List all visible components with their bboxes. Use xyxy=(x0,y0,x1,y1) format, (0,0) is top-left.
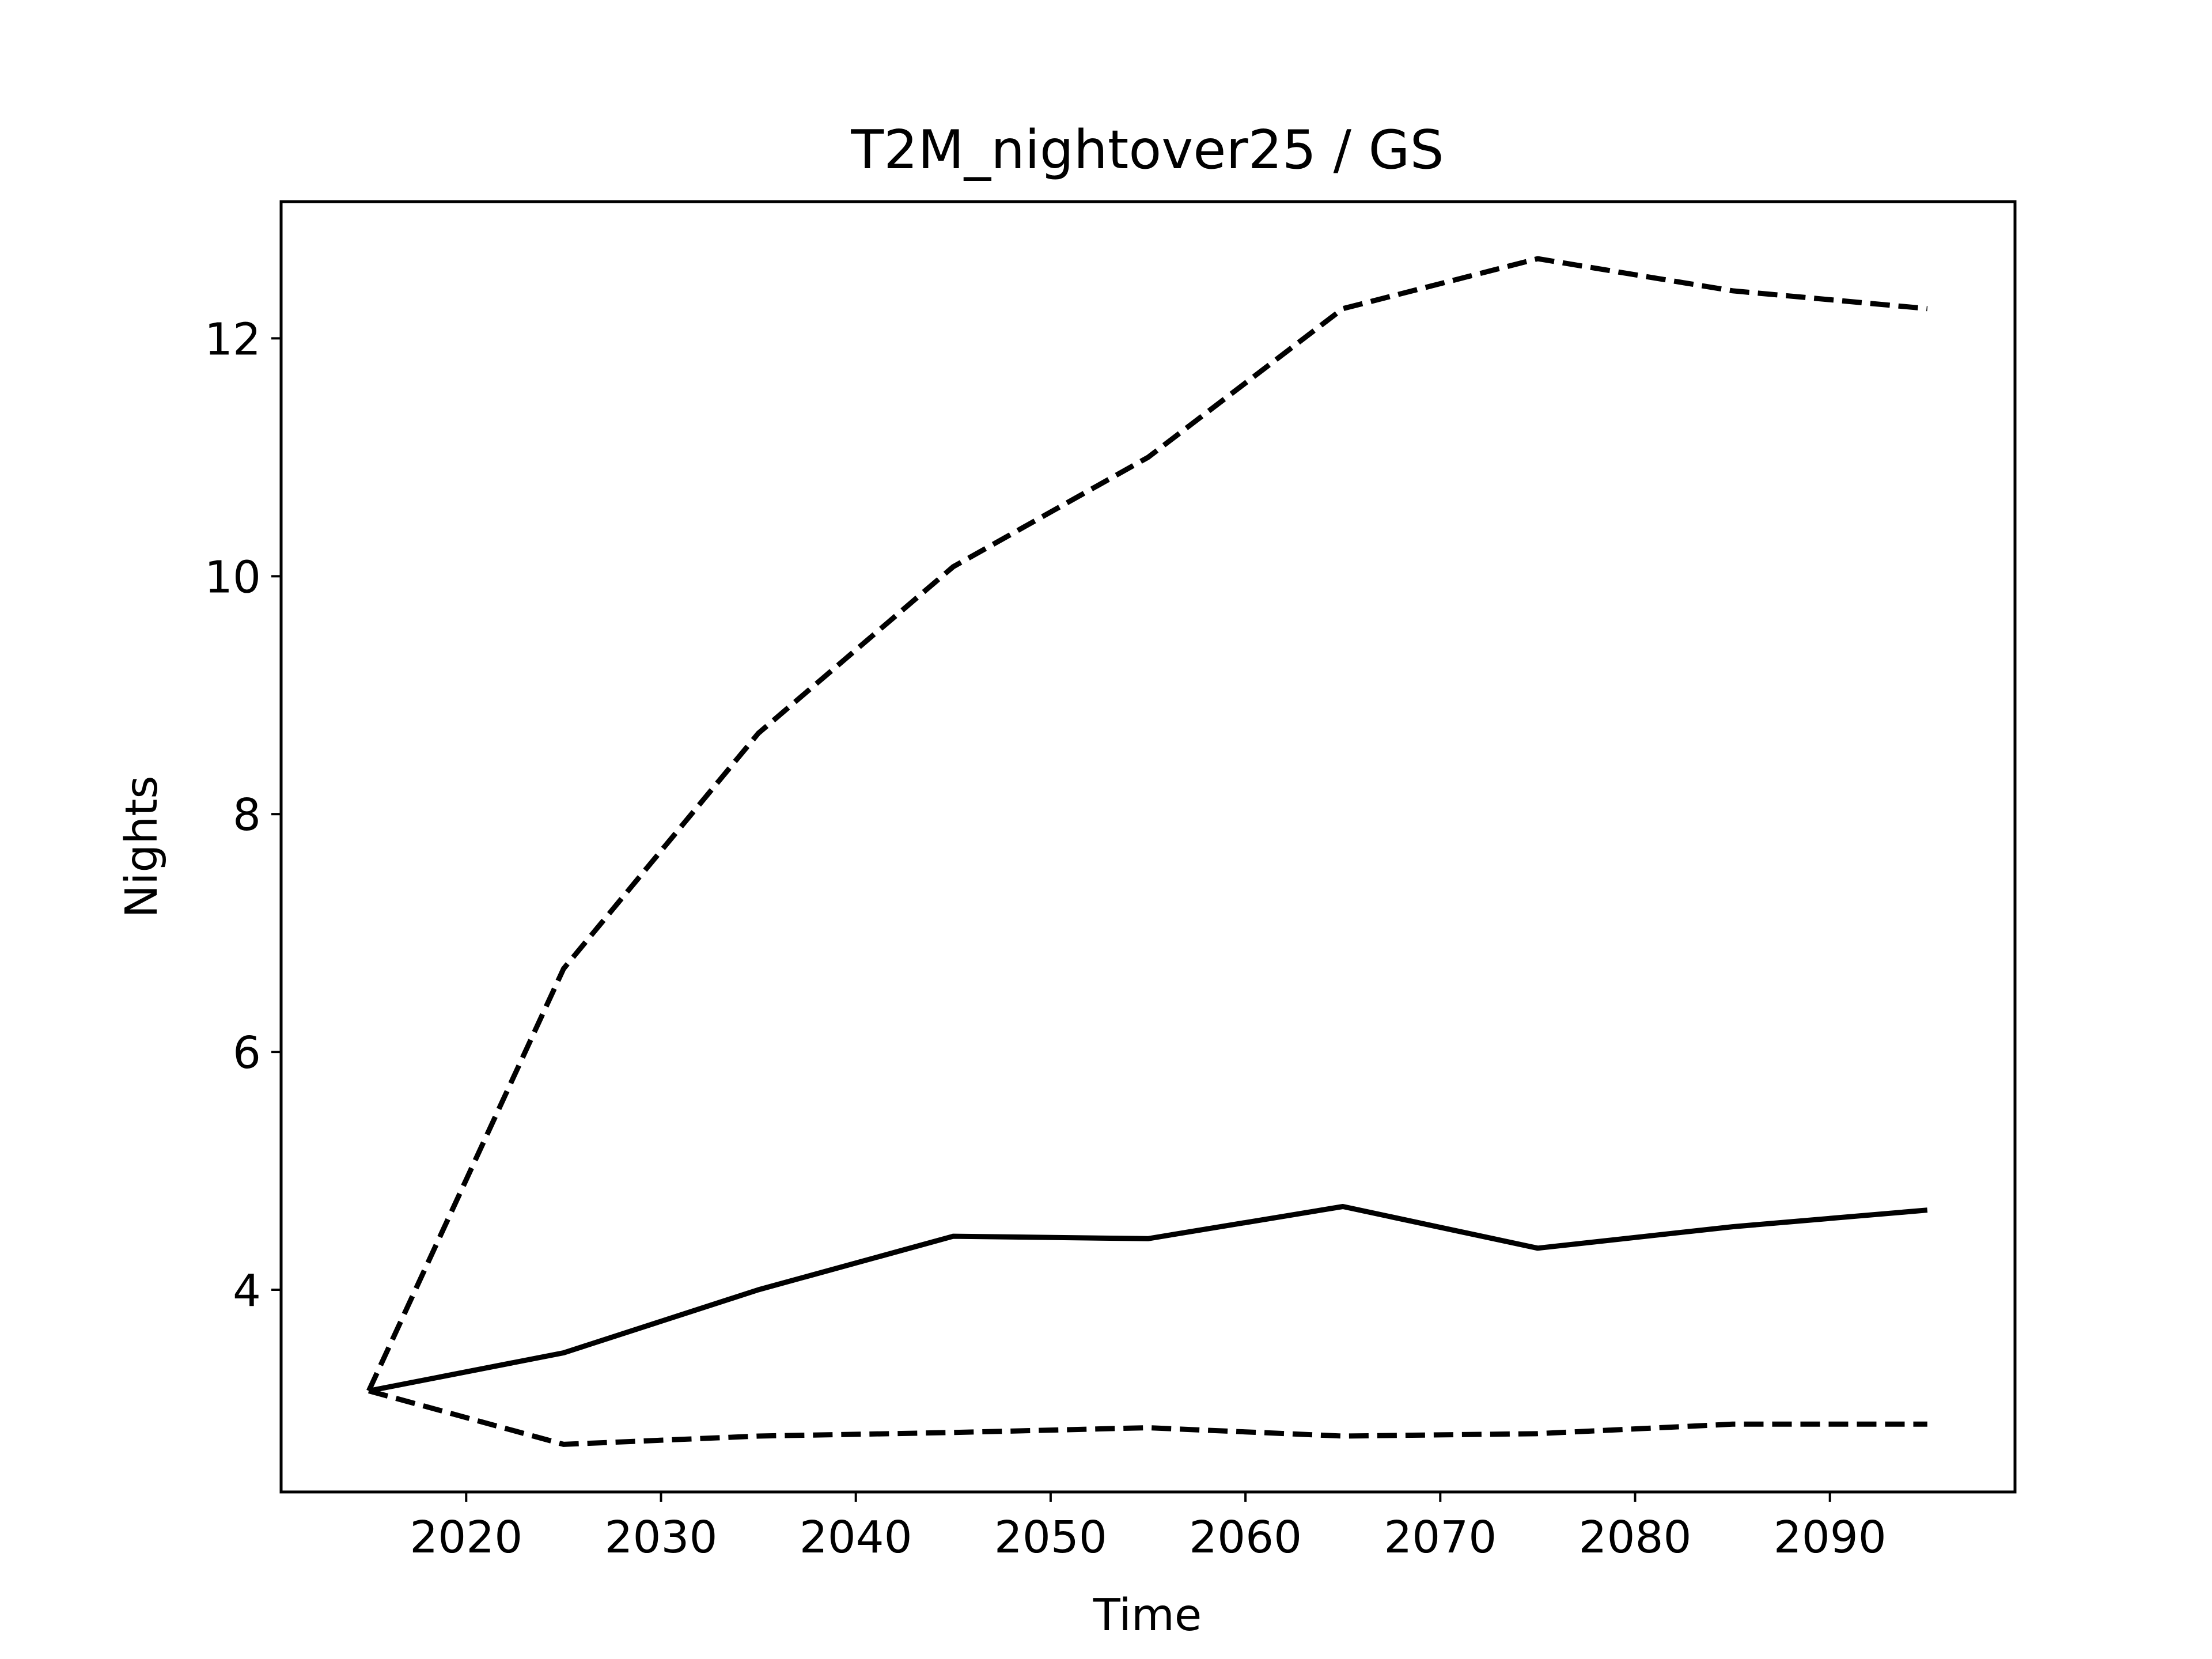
x-axis: 2020 2030 2040 2050 2060 2070 2080 2090 xyxy=(410,1492,1887,1563)
chart-title: T2M_nightover25 / GS xyxy=(850,119,1444,181)
x-tick-label: 2080 xyxy=(1579,1512,1692,1563)
y-tick-label: 4 xyxy=(233,1266,261,1317)
x-axis-label: Time xyxy=(1093,1590,1202,1641)
series-line-1 xyxy=(366,256,1928,1392)
x-tick-label: 2040 xyxy=(800,1512,912,1563)
y-axis-label: Nights xyxy=(116,776,168,918)
y-axis: 4 6 8 10 12 xyxy=(204,314,281,1317)
plot-area-frame xyxy=(279,200,2017,1494)
y-tick-label: 12 xyxy=(204,314,261,365)
series-line-3 xyxy=(368,1388,1927,1447)
x-tick-label: 2090 xyxy=(1774,1512,1887,1563)
x-tick-label: 2030 xyxy=(605,1512,718,1563)
x-tick-label: 2070 xyxy=(1384,1512,1497,1563)
y-tick-label: 8 xyxy=(233,790,261,841)
x-tick-label: 2020 xyxy=(410,1512,522,1563)
series-layer xyxy=(366,256,1928,1447)
series-line-2 xyxy=(368,1204,1928,1393)
y-tick-label: 10 xyxy=(204,552,261,603)
y-tick-label: 6 xyxy=(233,1028,261,1079)
x-tick-label: 2060 xyxy=(1189,1512,1302,1563)
x-tick-label: 2050 xyxy=(994,1512,1107,1563)
